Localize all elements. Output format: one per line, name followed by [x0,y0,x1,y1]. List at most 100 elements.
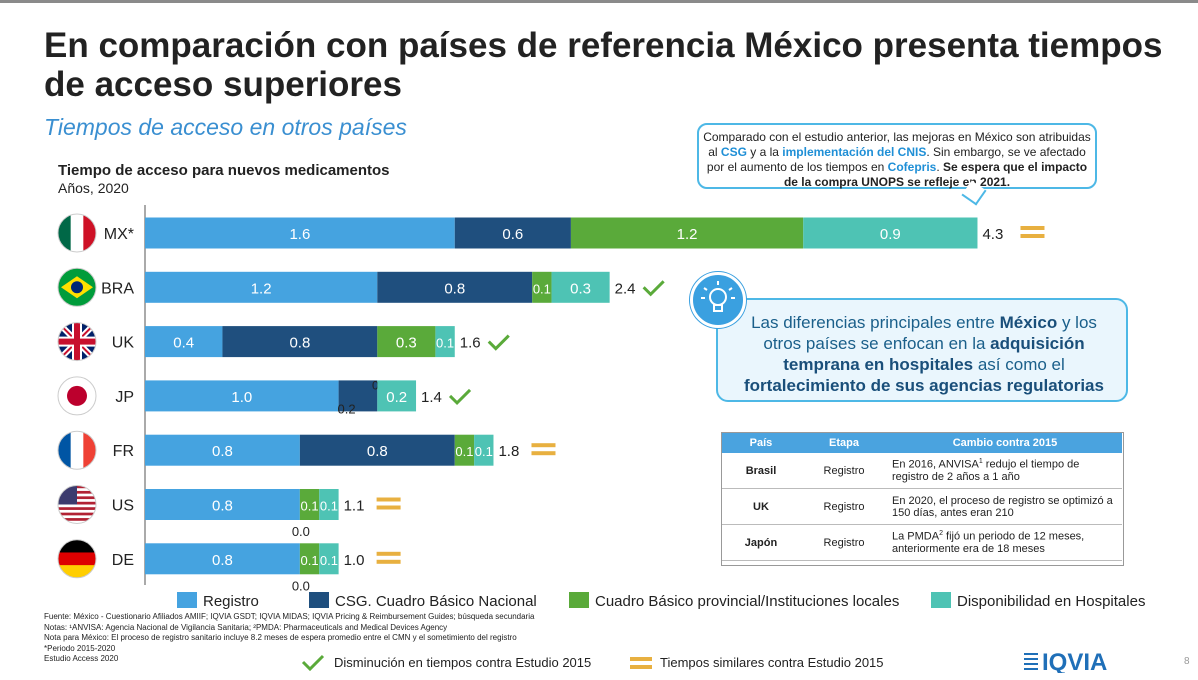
flag-border [57,485,97,524]
bar-segment [377,326,436,358]
flag-jp-icon [58,376,96,415]
table-cell-pais: Brasil [722,453,800,489]
bar-segment [319,489,339,520]
table-cell-etapa: Registro [800,488,888,525]
bar-segment [551,271,610,303]
bar-segment [145,217,455,249]
data-label: 0.0 [292,578,310,593]
comparison-table-frame [721,432,1124,566]
flag-border [57,539,97,579]
flag-mx-icon [58,214,96,252]
table-cell-cambio: La PMDA2 fijó un periodo de 12 meses, an… [888,524,1122,561]
total-label: 2.4 [615,280,636,297]
equal-icon-bottom [376,505,401,510]
bar-segment [145,434,300,466]
footnotes: Fuente: México - Cuestionario Afiliados … [44,612,534,665]
data-label: 0.1 [475,444,493,459]
data-label: 1.2 [251,280,272,297]
check-icon [448,388,472,406]
bar-segment [532,271,552,303]
category-label: UK [112,335,135,352]
flag-border [57,430,97,470]
data-label: 0.8 [212,443,233,460]
bar-segment [570,217,804,249]
legend-swatch [177,592,197,608]
equal-icon-bottom [531,451,556,456]
bar-segment [299,489,320,520]
data-label: 0.8 [212,552,233,569]
flag-de-icon [58,539,96,578]
footnote-line: Nota para México: El proceso de registro… [44,633,517,642]
slide-subtitle: Tiempos de acceso en otros países [44,114,407,140]
data-label: 0.2 [338,401,356,416]
bar-segment [299,434,455,466]
bar-segment [145,271,378,303]
bar-segment [338,380,378,412]
check-icon [642,280,665,297]
data-label: 0.1 [436,336,454,351]
legend-label: Registro [203,593,259,610]
equal-icon [630,657,652,669]
table-cell-etapa: Registro [800,524,888,561]
bar-segment [299,543,320,575]
data-label: 1.0 [231,389,252,406]
data-label: 0.1 [320,499,338,514]
bar-segment [145,326,223,358]
table-cell-cambio: En 2020, el proceso de registro se optim… [888,488,1122,525]
legend-label: Disponibilidad en Hospitales [957,593,1145,610]
total-label: 1.8 [498,443,519,460]
data-label: 0.8 [367,443,388,460]
bar-segment [222,326,378,358]
equal-icon-top [1020,226,1045,230]
chart-unit-label: Años, 2020 [58,180,129,196]
footnote-line: Estudio Access 2020 [44,654,119,663]
data-label: 0.9 [880,226,901,243]
legend-swatch [569,592,589,608]
data-label: 0.1 [301,499,319,514]
callout-box: Comparado con el estudio anterior, las m… [697,123,1097,189]
page-number: 8 [1184,656,1190,667]
data-label: 0.8 [444,280,465,297]
legend-equal-label: Tiempos similares contra Estudio 2015 [660,655,884,670]
data-label: 0.1 [301,553,319,568]
data-label: 0.6 [502,226,523,243]
bar-segment [454,217,571,249]
category-label: US [112,498,134,515]
bar-segment [377,271,533,303]
flag-border [57,267,97,307]
top-rule [0,0,1198,3]
table-row: UK Registro En 2020, el proceso de regis… [722,488,1122,525]
flag-bra-icon [58,268,96,307]
bar-segment [454,434,475,466]
category-label: MX* [104,226,134,243]
bar-segment [474,434,494,466]
total-label: 4.3 [982,226,1003,243]
comparison-table: País Etapa Cambio contra 2015 Brasil Reg… [722,433,1122,561]
data-label: 0.1 [455,444,473,459]
table-cell-etapa: Registro [800,453,888,489]
equal-icon-bottom [1020,234,1045,238]
check-icon [487,334,510,351]
equal-icon-bottom [376,559,401,564]
slide-title: En comparación con países de referencia … [44,26,1163,104]
table-row: Japón Registro La PMDA2 fijó un periodo … [722,524,1122,561]
total-label: 1.1 [344,498,365,515]
equal-icon-top [376,497,401,502]
legend-swatch [309,592,329,608]
table-cell-pais: Japón [722,524,800,561]
data-label: 1.2 [677,226,698,243]
flag-uk-icon [58,322,96,361]
table-cell-pais: UK [722,488,800,525]
legend-decrease-label: Disminución en tiempos contra Estudio 20… [334,655,592,670]
data-label: 0.1 [533,281,551,296]
equal-icon-top [531,443,556,448]
data-label: 0.3 [570,280,591,297]
data-label: 1.6 [289,226,310,243]
data-label: 0.8 [289,335,310,352]
total-label: 1.0 [344,552,365,569]
category-label: BRA [101,280,134,297]
flag-border [57,213,97,253]
data-label: 0.0 [292,524,310,539]
data-label: 0.1 [320,553,338,568]
